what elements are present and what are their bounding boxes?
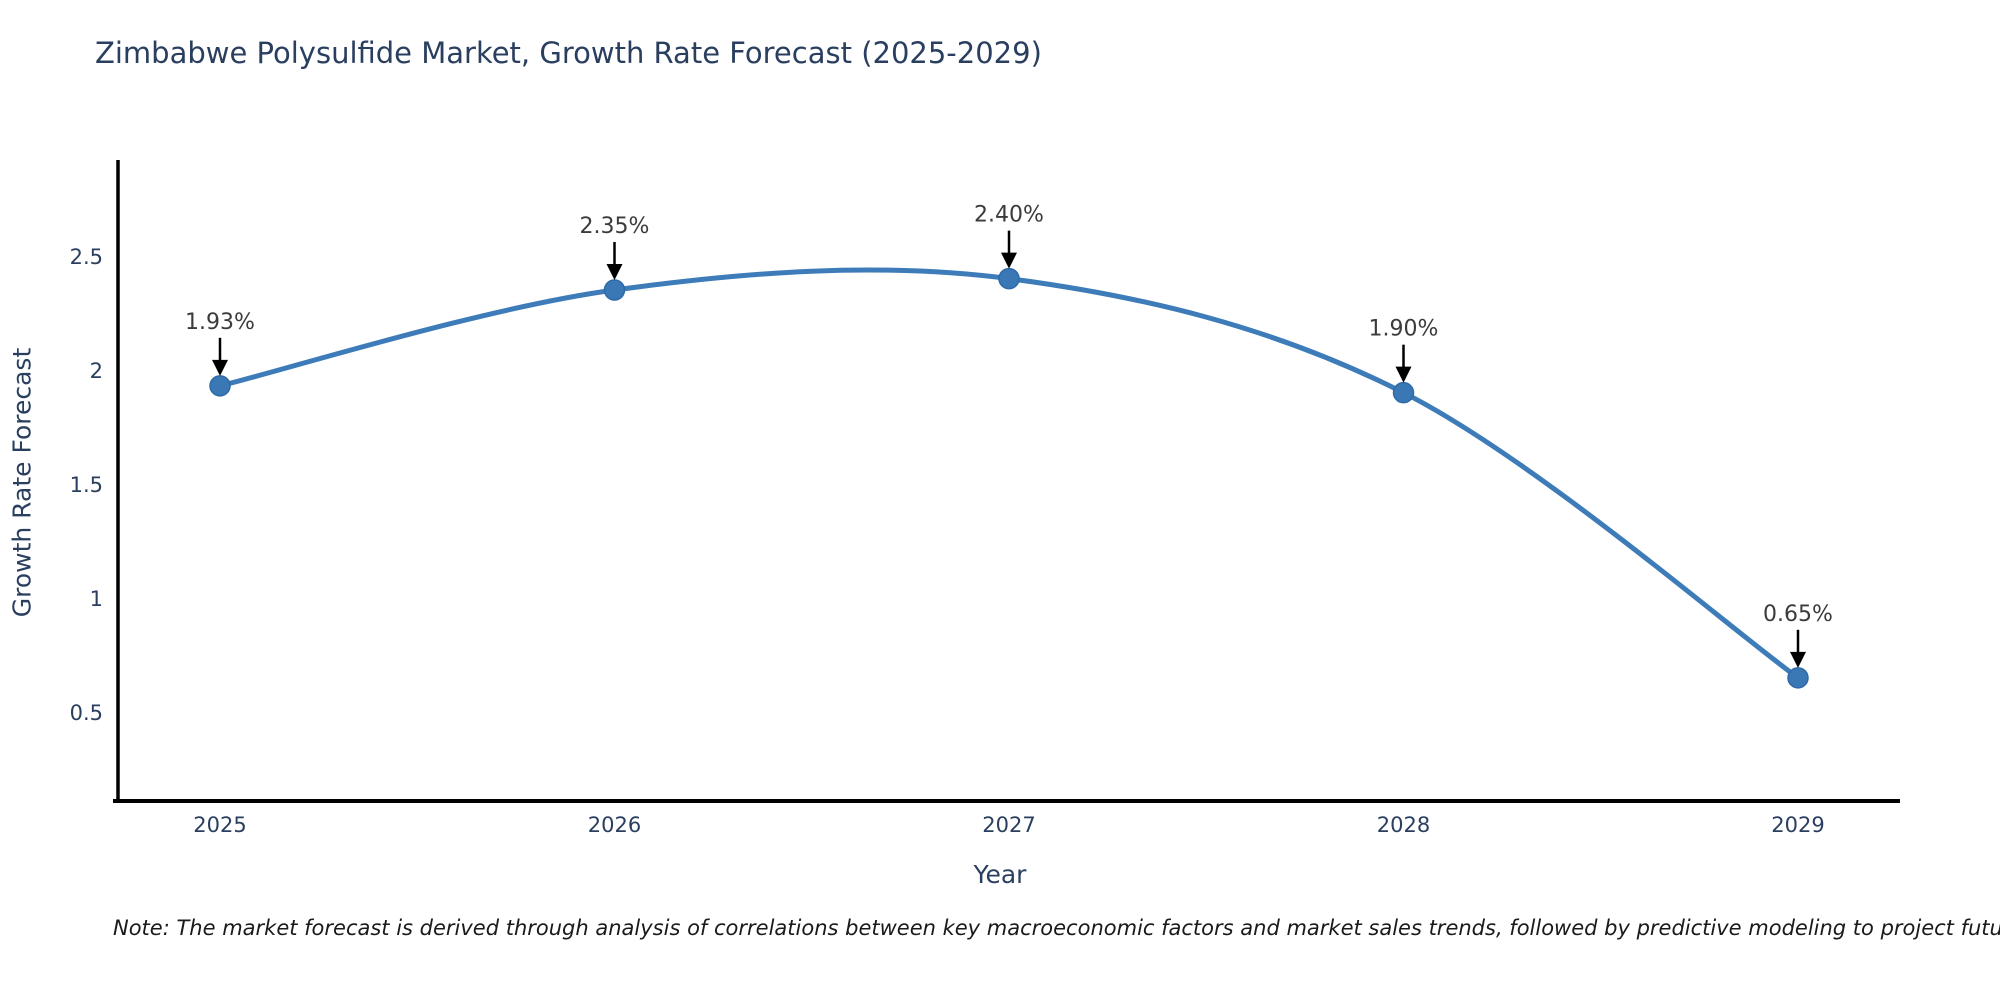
chart-title: Zimbabwe Polysulfide Market, Growth Rate… xyxy=(95,36,1042,70)
x-tick-label: 2028 xyxy=(1377,813,1430,837)
footnote: Note: The market forecast is derived thr… xyxy=(113,916,2000,940)
data-point-marker[interactable] xyxy=(1392,381,1415,404)
y-tick-label: 0.5 xyxy=(70,701,103,725)
annotation-arrowhead xyxy=(212,359,228,376)
data-point-marker[interactable] xyxy=(209,375,231,397)
annotation-label: 0.65% xyxy=(1763,602,1833,627)
x-tick-label: 2026 xyxy=(588,813,641,837)
data-point-marker[interactable] xyxy=(1787,667,1809,689)
y-tick-label: 1.5 xyxy=(70,473,103,497)
annotation-label: 1.93% xyxy=(185,310,255,335)
x-tick-label: 2029 xyxy=(1771,813,1824,837)
annotation-arrowhead xyxy=(1001,252,1017,269)
data-point-marker[interactable] xyxy=(603,279,626,301)
annotation-label: 2.40% xyxy=(974,203,1044,228)
annotation-label: 2.35% xyxy=(580,214,650,239)
trend-line xyxy=(217,267,1801,681)
x-axis-title: Year xyxy=(973,860,1027,889)
annotation-arrowhead xyxy=(1790,651,1806,668)
annotation-arrowhead xyxy=(1395,366,1412,383)
x-tick-label: 2027 xyxy=(982,813,1035,837)
y-tick-label: 1 xyxy=(90,587,103,611)
data-point-marker[interactable] xyxy=(998,267,1020,290)
x-tick-label: 2025 xyxy=(193,813,246,837)
y-tick-label: 2 xyxy=(90,359,103,383)
annotation-arrowhead xyxy=(606,264,623,281)
annotation-label: 1.90% xyxy=(1369,317,1439,342)
y-tick-label: 2.5 xyxy=(70,245,103,269)
